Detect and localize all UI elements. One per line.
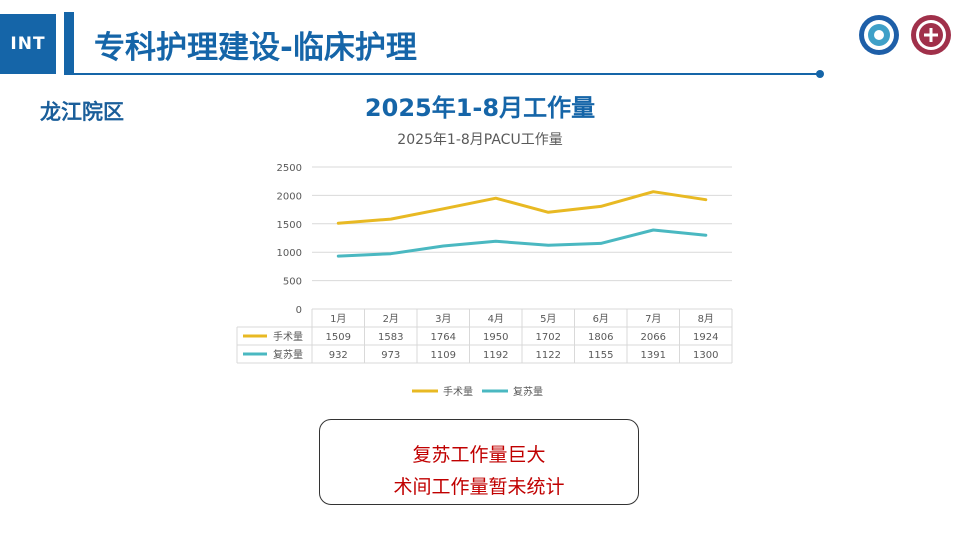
int-badge: INT [0,14,56,74]
data-table-value: 1806 [588,332,613,343]
campus-label: 龙江院区 [40,100,124,124]
title-accent-bar [64,12,74,74]
data-table-value: 1109 [431,350,456,361]
x-tick-label: 6月 [593,313,609,325]
data-table-value: 1583 [378,332,403,343]
series-line [336,228,708,258]
data-table-value: 1702 [536,332,561,343]
legend-label: 复苏量 [513,385,543,398]
data-table-value: 1122 [536,350,561,361]
note-line-2: 术间工作量暂未统计 [393,476,565,498]
data-table-value: 1300 [693,350,718,361]
note-line-1: 复苏工作量巨大 [412,444,546,466]
legend-label: 手术量 [443,385,473,398]
x-tick-label: 7月 [645,313,661,325]
table-series-label: 复苏量 [273,348,303,361]
data-table-value: 1391 [641,350,666,361]
series-line [336,190,708,225]
y-tick-label: 1000 [277,248,302,259]
data-table-value: 973 [381,350,400,361]
chart-title: 2025年1-8月PACU工作量 [397,132,562,148]
data-table-value: 1924 [693,332,718,343]
data-table-value: 2066 [641,332,666,343]
header-divider-dot [816,70,824,78]
x-tick-label: 8月 [698,313,714,325]
table-series-label: 手术量 [273,330,303,343]
y-tick-label: 1500 [277,220,302,231]
y-tick-label: 0 [296,305,302,316]
slide-title: 专科护理建设-临床护理 [94,30,417,66]
y-tick-label: 500 [283,277,302,288]
data-table-value: 1764 [431,332,456,343]
main-title: 2025年1-8月工作量 [364,94,596,122]
hospital-logo-icon [911,15,951,55]
y-tick-label: 2500 [277,163,302,174]
x-tick-label: 4月 [488,313,504,325]
header-divider [64,73,820,75]
x-tick-label: 5月 [540,313,556,325]
data-table-value: 1155 [588,350,613,361]
y-tick-label: 2000 [277,191,302,202]
data-table-value: 1509 [326,332,351,343]
data-table-value: 1192 [483,350,508,361]
x-tick-label: 2月 [383,313,399,325]
note-box: 复苏工作量巨大 术间工作量暂未统计 [319,419,639,505]
x-tick-label: 1月 [330,313,346,325]
data-table-value: 932 [329,350,348,361]
x-tick-label: 3月 [435,313,451,325]
university-seal-icon [859,15,899,55]
data-table-value: 1950 [483,332,508,343]
